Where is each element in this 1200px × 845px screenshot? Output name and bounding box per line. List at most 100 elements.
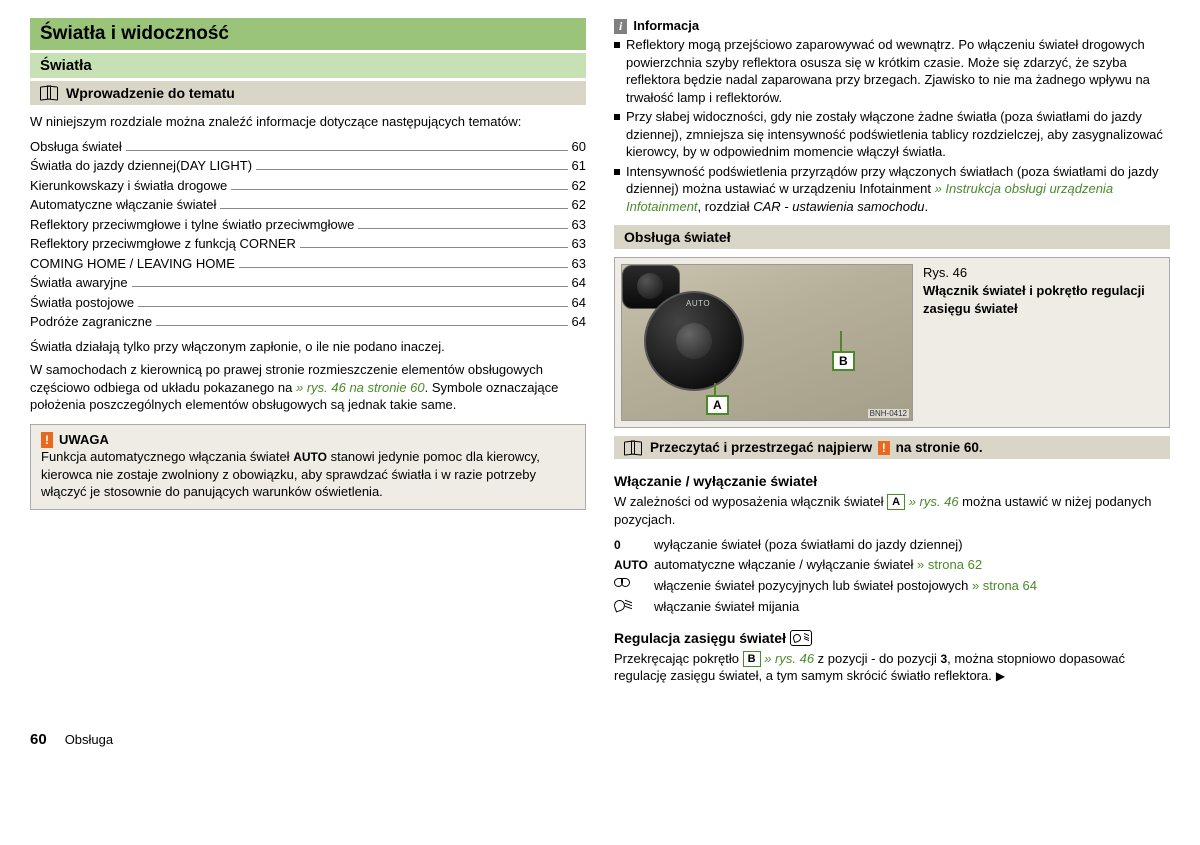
bullet-text: Przy słabej widoczności, gdy nie zostały… — [626, 108, 1170, 161]
text: wyłączanie świateł (poza światłami do ja… — [654, 537, 963, 552]
position-text: automatyczne włączanie / wyłączanie świa… — [654, 555, 982, 576]
position-row: AUTO automatyczne włączanie / wyłączanie … — [614, 555, 1170, 576]
toc-row[interactable]: Reflektory przeciwmgłowe z funkcją CORNE… — [30, 234, 586, 254]
intro-paragraph: W niniejszym rozdziale można znaleźć inf… — [30, 113, 586, 131]
heading-3-text: Wprowadzenie do tematu — [66, 85, 235, 101]
subsection-heading: Włączanie / wyłączanie świateł — [614, 469, 1170, 493]
warning-box: ! UWAGA Funkcja automatycznego włączania … — [30, 424, 586, 510]
toc-label: Reflektory przeciwmgłowe z funkcją CORNE… — [30, 234, 296, 254]
marker-b: B — [832, 351, 855, 371]
page-ref-link[interactable]: » strona 64 — [972, 578, 1037, 593]
info-title: Informacja — [633, 18, 699, 33]
toc-row[interactable]: Obsługa świateł 60 — [30, 137, 586, 157]
heading-2: Światła — [30, 53, 586, 78]
warning-body: Funkcja automatycznego włączania świateł… — [41, 448, 575, 501]
info-bullet: Reflektory mogą przejściowo zaparowywać … — [614, 36, 1170, 106]
info-bullet: Intensywność podświetlenia przyrządów pr… — [614, 163, 1170, 216]
position-row: 0 wyłączanie świateł (poza światłami do j… — [614, 535, 1170, 556]
info-icon: i — [614, 19, 627, 34]
warning-ref-icon: ! — [878, 441, 890, 455]
figure-46: AUTO A B BNH-0412 Rys. 46 Włącznik świat… — [614, 257, 1170, 428]
position-symbol — [614, 577, 642, 596]
toc-page: 64 — [572, 293, 586, 313]
subsection-intro: W zależności od wyposażenia włącznik świ… — [614, 493, 1170, 528]
heading-3: Wprowadzenie do tematu — [30, 81, 586, 105]
toc-row[interactable]: Reflektory przeciwmgłowe i tylne światło… — [30, 215, 586, 235]
toc-leader — [231, 178, 567, 189]
text: Funkcja automatycznego włączania świateł — [41, 449, 293, 464]
position-row: włączanie świateł mijania — [614, 597, 1170, 618]
bullet-icon — [614, 42, 620, 48]
toc-leader — [358, 217, 567, 228]
page-number: 60 — [30, 731, 47, 748]
book-icon — [40, 86, 58, 100]
bullet-text: Intensywność podświetlenia przyrządów pr… — [626, 163, 1170, 216]
toc-page: 64 — [572, 273, 586, 293]
read-first-bar: Przeczytać i przestrzegać najpierw ! na … — [614, 436, 1170, 459]
bullet-icon — [614, 169, 620, 175]
warning-title: UWAGA — [59, 432, 109, 447]
toc-row[interactable]: Automatyczne włączanie świateł 62 — [30, 195, 586, 215]
toc-label: Reflektory przeciwmgłowe i tylne światło… — [30, 215, 354, 235]
toc-page: 62 — [572, 195, 586, 215]
toc-leader — [256, 159, 567, 170]
toc-leader — [239, 256, 568, 267]
left-column: Światła i widoczność Światła Wprowadzeni… — [30, 18, 586, 691]
toc-page: 64 — [572, 312, 586, 332]
page: Światła i widoczność Światła Wprowadzeni… — [0, 0, 1200, 701]
right-column: i Informacja Reflektory mogą przejściowo … — [614, 18, 1170, 691]
figure-number: Rys. 46 — [923, 264, 1163, 282]
low-beam-icon — [614, 599, 634, 611]
toc-row[interactable]: Światła awaryjne64 — [30, 273, 586, 293]
toc-page: 60 — [572, 137, 586, 157]
warning-icon: ! — [41, 432, 53, 448]
position-symbol — [614, 598, 642, 617]
bullet-text: Reflektory mogą przejściowo zaparowywać … — [626, 36, 1170, 106]
position-text: wyłączanie świateł (poza światłami do ja… — [654, 535, 963, 556]
position-text: włączanie świateł mijania — [654, 597, 799, 618]
text: z pozycji - do pozycji — [814, 651, 940, 666]
figure-ref-link[interactable]: » rys. 46 — [761, 651, 814, 666]
toc-label: Obsługa świateł — [30, 137, 122, 157]
toc-row[interactable]: Podróże zagraniczne64 — [30, 312, 586, 332]
toc-page: 63 — [572, 215, 586, 235]
light-switch-dial: AUTO — [644, 291, 744, 391]
continuation-arrow: ▶ — [996, 668, 1005, 684]
toc-page: 63 — [572, 234, 586, 254]
toc-label: Światła postojowe — [30, 293, 134, 313]
section-heading: Obsługa świateł — [614, 225, 1170, 249]
figure-ref-link[interactable]: » rys. 46 — [296, 380, 346, 395]
marker-b-inline: B — [743, 651, 761, 667]
info-bullets: Reflektory mogą przejściowo zaparowywać … — [614, 36, 1170, 161]
toc-row[interactable]: Światła postojowe 64 — [30, 293, 586, 313]
text: automatyczne włączanie / wyłączanie świa… — [654, 557, 917, 572]
footer-section: Obsługa — [65, 732, 113, 747]
position-list: 0 wyłączanie świateł (poza światłami do j… — [614, 535, 1170, 618]
figure-image: AUTO A B BNH-0412 — [621, 264, 913, 421]
text: Przeczytać i przestrzegać najpierw — [650, 440, 876, 455]
text: . — [924, 199, 928, 214]
toc-row[interactable]: Światła do jazdy dziennej(DAY LIGHT)61 — [30, 156, 586, 176]
bullet-icon — [614, 114, 620, 120]
subsection-heading-2: Regulacja zasięgu świateł — [614, 626, 1170, 650]
position-symbol: AUTO — [614, 556, 642, 575]
chapter-name: CAR - ustawienia samochodu — [753, 199, 924, 214]
toc-row[interactable]: COMING HOME / LEAVING HOME63 — [30, 254, 586, 274]
toc-leader — [126, 139, 568, 150]
heading-1: Światła i widoczność — [30, 18, 586, 50]
text: włączenie świateł pozycyjnych lub świate… — [654, 578, 972, 593]
marker-a-inline: A — [887, 494, 905, 510]
text: W zależności od wyposażenia włącznik świ… — [614, 494, 887, 509]
section-heading-text: Obsługa świateł — [624, 229, 731, 245]
dial-auto-label: AUTO — [686, 299, 710, 308]
toc-page: 63 — [572, 254, 586, 274]
position-symbol: 0 — [614, 536, 642, 555]
toc-row[interactable]: Kierunkowskazy i światła drogowe62 — [30, 176, 586, 196]
auto-label: AUTO — [293, 450, 327, 464]
marker-line — [840, 331, 842, 353]
marker-a: A — [706, 395, 729, 415]
toc-label: Kierunkowskazy i światła drogowe — [30, 176, 227, 196]
figure-ref-link[interactable]: » rys. 46 — [905, 494, 958, 509]
toc-label: Automatyczne włączanie świateł — [30, 195, 216, 215]
page-ref-link[interactable]: » strona 62 — [917, 557, 982, 572]
